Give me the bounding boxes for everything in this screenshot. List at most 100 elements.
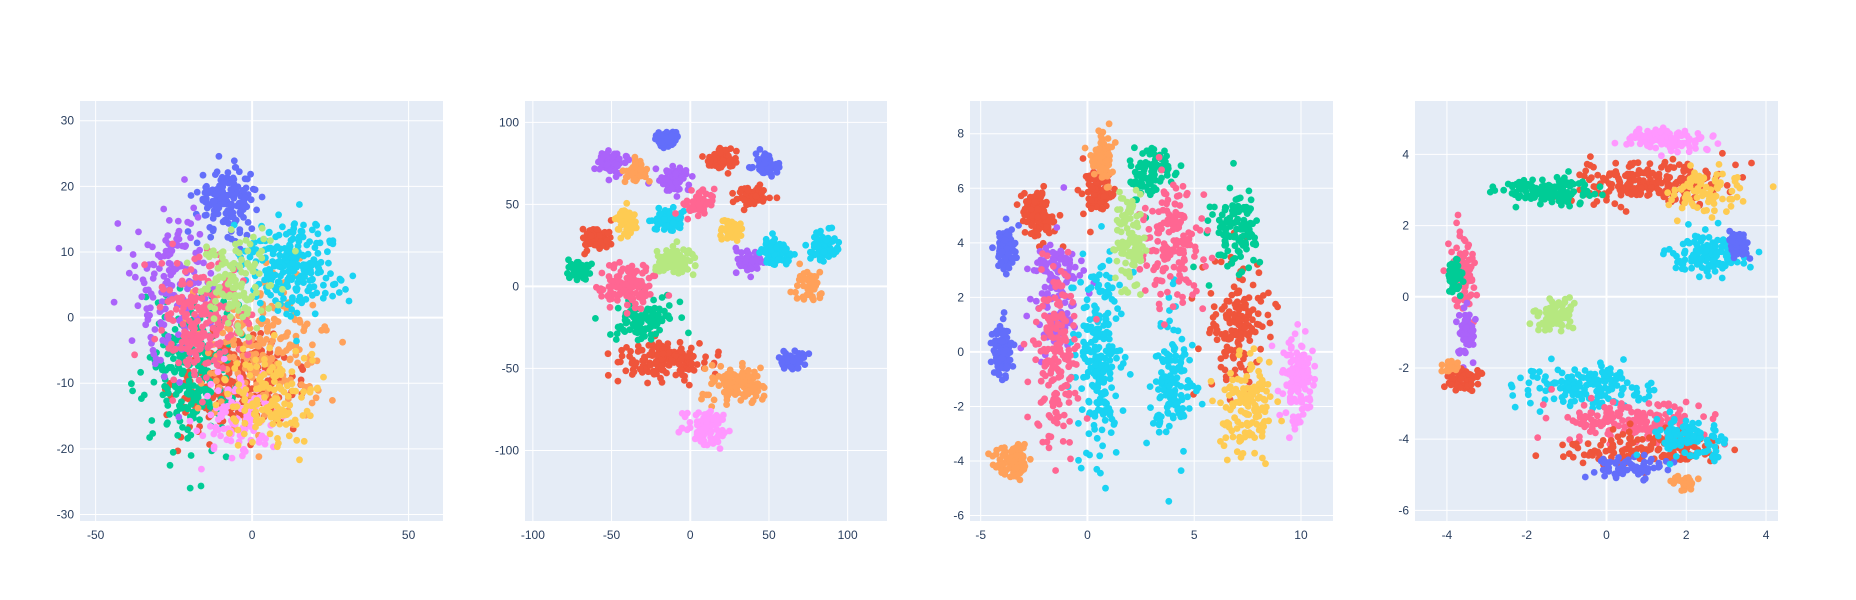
- data-point: [331, 280, 339, 288]
- data-point: [695, 200, 702, 208]
- data-point: [1100, 335, 1108, 343]
- data-point: [672, 210, 679, 217]
- data-point: [1066, 264, 1074, 272]
- data-point: [1222, 330, 1229, 337]
- data-point: [199, 398, 206, 406]
- data-point: [1078, 385, 1086, 392]
- data-point: [1080, 267, 1088, 274]
- data-point: [1198, 400, 1206, 408]
- data-point: [1086, 357, 1094, 365]
- data-point: [1034, 259, 1041, 266]
- data-point: [236, 229, 244, 237]
- data-point: [184, 361, 192, 369]
- data-point: [1249, 306, 1257, 313]
- data-point: [1207, 290, 1215, 297]
- data-point: [258, 254, 266, 262]
- data-point: [232, 276, 239, 284]
- data-point: [1088, 381, 1096, 389]
- data-point: [669, 263, 677, 271]
- data-point: [193, 188, 201, 196]
- data-point: [224, 169, 232, 176]
- data-point: [620, 286, 628, 294]
- data-point: [1087, 273, 1095, 281]
- data-point: [1215, 216, 1223, 224]
- data-point: [1092, 361, 1099, 369]
- data-point: [641, 333, 648, 340]
- data-point: [715, 164, 723, 172]
- data-point: [631, 153, 639, 161]
- data-point: [199, 197, 207, 204]
- data-point: [315, 265, 323, 272]
- data-point: [605, 273, 613, 280]
- data-point: [794, 353, 802, 361]
- data-point: [270, 372, 277, 380]
- data-point: [1033, 227, 1041, 235]
- data-point: [234, 301, 242, 308]
- data-point: [1080, 373, 1087, 381]
- data-point: [1008, 447, 1016, 455]
- data-point: [1209, 211, 1216, 218]
- data-point: [168, 247, 176, 255]
- data-point: [1104, 288, 1111, 295]
- data-point: [268, 355, 275, 363]
- data-point: [226, 354, 233, 361]
- data-point: [1106, 274, 1114, 282]
- data-point: [212, 275, 220, 283]
- data-point: [709, 422, 716, 429]
- data-point: [1127, 162, 1135, 170]
- data-point: [1091, 409, 1099, 417]
- data-point: [244, 306, 252, 313]
- data-point: [198, 334, 205, 342]
- data-point: [164, 232, 172, 240]
- data-point: [717, 232, 724, 239]
- data-point: [1003, 245, 1011, 253]
- data-point: [668, 184, 676, 192]
- data-point: [149, 243, 156, 251]
- data-point: [202, 183, 210, 191]
- data-point: [1044, 290, 1051, 297]
- data-point: [1232, 196, 1240, 204]
- data-point: [1087, 183, 1095, 191]
- data-point: [242, 386, 250, 393]
- data-point: [176, 379, 184, 386]
- data-point: [229, 302, 236, 310]
- data-point: [758, 257, 765, 265]
- data-point: [239, 345, 247, 353]
- data-point: [146, 434, 154, 441]
- data-point: [612, 173, 620, 181]
- data-point: [280, 295, 287, 302]
- data-point: [1210, 303, 1218, 311]
- data-point: [676, 298, 684, 306]
- data-point: [296, 456, 303, 464]
- data-point: [794, 282, 801, 290]
- data-point: [232, 164, 240, 171]
- data-point: [228, 454, 236, 462]
- data-point: [767, 246, 775, 254]
- data-point: [657, 253, 665, 261]
- data-point: [638, 346, 646, 354]
- data-point: [1003, 364, 1011, 371]
- data-point: [592, 315, 599, 322]
- data-point: [207, 233, 215, 241]
- data-point: [275, 278, 283, 286]
- data-point: [1131, 144, 1138, 152]
- data-point: [1106, 375, 1114, 383]
- data-point: [1253, 320, 1261, 328]
- data-point: [173, 259, 181, 267]
- data-point: [756, 146, 764, 153]
- data-point: [1105, 335, 1113, 343]
- data-point: [614, 284, 621, 291]
- data-point: [1103, 184, 1111, 191]
- data-point: [1104, 347, 1112, 355]
- data-point: [1106, 369, 1114, 377]
- data-point: [737, 220, 744, 228]
- data-point: [282, 421, 290, 428]
- data-point: [235, 381, 243, 388]
- data-point: [1221, 252, 1228, 260]
- data-point: [216, 302, 224, 309]
- data-point: [270, 331, 278, 339]
- data-point: [196, 230, 204, 238]
- data-point: [622, 280, 629, 288]
- data-point: [707, 407, 714, 415]
